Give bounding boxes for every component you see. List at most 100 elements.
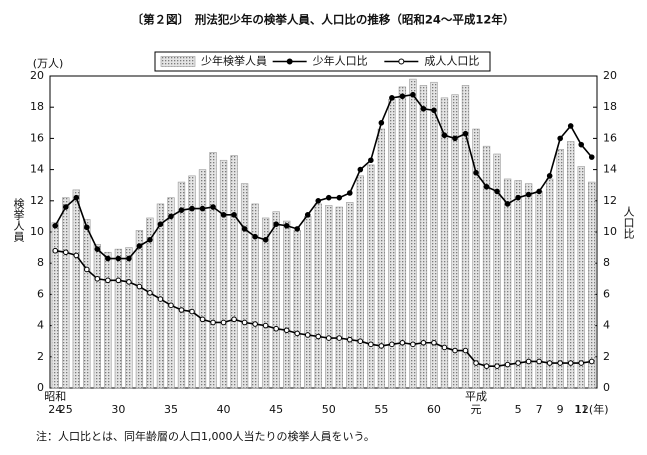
line-marker: [567, 360, 574, 366]
y2-tick-label: 2: [603, 350, 610, 363]
x-tick-label: 55: [374, 403, 388, 416]
bar: [93, 244, 102, 389]
line-marker: [178, 207, 185, 213]
line-marker: [357, 338, 364, 345]
x-tick-label: 50: [322, 403, 336, 416]
bar: [304, 216, 312, 389]
y2-tick-label: 0: [603, 381, 610, 394]
legend-swatch: [160, 56, 196, 67]
line-marker: [168, 213, 174, 220]
line-marker: [126, 279, 132, 285]
bar: [156, 203, 165, 389]
y-tick-label: 20: [30, 69, 44, 82]
bar: [419, 85, 428, 389]
line-marker: [241, 226, 248, 232]
legend-marker: [398, 58, 405, 65]
y2-tick-label: 6: [603, 287, 610, 300]
line-marker: [115, 277, 122, 284]
line-marker: [399, 93, 406, 100]
y2-tick-label: 10: [603, 225, 617, 238]
line-marker: [410, 91, 416, 98]
line-marker: [157, 296, 164, 302]
line-marker: [346, 190, 353, 196]
bar: [346, 202, 354, 389]
line-marker: [94, 246, 101, 252]
line-marker: [357, 166, 364, 173]
bar: [493, 153, 501, 389]
line-marker: [283, 222, 290, 229]
y2-tick-label: 14: [603, 163, 617, 176]
y-tick-label: 18: [30, 100, 44, 113]
line-marker: [147, 237, 153, 243]
line: [54, 93, 593, 260]
bar: [556, 149, 564, 389]
bar: [251, 203, 259, 389]
y2-axis-label: 人口比: [622, 206, 635, 239]
bar: [125, 247, 133, 389]
line-marker: [231, 316, 237, 323]
line-marker: [389, 341, 395, 348]
line-marker: [546, 360, 553, 366]
line-marker: [588, 154, 595, 160]
line-marker: [168, 302, 174, 309]
line-marker: [262, 237, 269, 243]
y2-tick-label: 20: [603, 69, 617, 82]
bar: [514, 180, 522, 389]
line-marker: [304, 332, 311, 338]
x-tick-label: 昭和 24: [44, 390, 66, 416]
y-unit-label: (万人): [33, 57, 64, 70]
bar: [451, 94, 459, 389]
line-marker: [252, 233, 258, 240]
bar: [409, 78, 417, 389]
bar: [577, 166, 585, 389]
bar: [524, 183, 533, 389]
bar: [356, 175, 364, 389]
line-marker: [294, 330, 301, 337]
y2-tick-label: 4: [603, 319, 610, 332]
line-marker: [241, 319, 248, 326]
y2-tick-label: 18: [603, 100, 617, 113]
line-marker: [262, 322, 269, 329]
legend-label: 少年検挙人員: [201, 54, 267, 68]
legend-label: 成人人口比: [424, 55, 479, 68]
line-marker: [378, 343, 385, 349]
bar: [230, 155, 238, 389]
line-marker: [231, 212, 237, 218]
line-marker: [126, 255, 132, 262]
line-marker: [294, 226, 301, 232]
bar: [167, 197, 175, 389]
y-tick-label: 0: [37, 381, 44, 394]
line-marker: [441, 132, 448, 139]
note: 注：人口比とは、同年齢層の人口1,000人当たりの検挙人員をいう。: [36, 429, 375, 443]
y-tick-label: 2: [37, 350, 44, 363]
y-tick-label: 10: [30, 225, 44, 238]
bar: [567, 141, 575, 389]
bar: [240, 183, 249, 389]
bar: [146, 217, 154, 389]
line-marker: [325, 335, 332, 341]
line-marker: [136, 243, 143, 249]
legend-label: 少年人口比: [313, 54, 368, 68]
line-marker: [62, 204, 69, 210]
x-tick-label: 30: [111, 403, 125, 416]
line-marker: [115, 255, 122, 262]
x-tick-label: 40: [217, 403, 231, 416]
line-marker: [410, 341, 416, 348]
line-marker: [389, 95, 395, 101]
line-marker: [504, 361, 511, 368]
y-tick-label: 6: [37, 287, 44, 300]
line-marker: [452, 347, 458, 354]
line-marker: [252, 321, 258, 327]
line-marker: [546, 173, 553, 179]
line-marker: [346, 336, 353, 343]
bar: [430, 81, 438, 389]
bar: [114, 248, 123, 389]
line-marker: [441, 344, 448, 351]
line-marker: [462, 347, 469, 354]
line-marker: [52, 222, 59, 229]
line-marker: [368, 157, 374, 164]
bar: [51, 222, 59, 389]
line-marker: [578, 141, 585, 148]
line-marker: [588, 358, 595, 365]
line-marker: [84, 224, 90, 231]
